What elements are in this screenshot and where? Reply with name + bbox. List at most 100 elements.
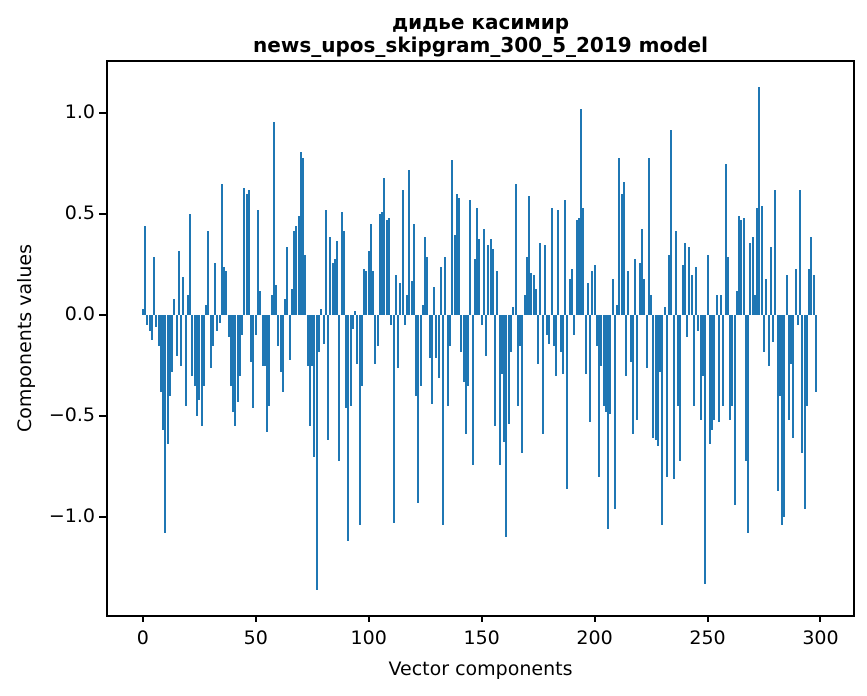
bar: [686, 315, 689, 338]
bar: [760, 206, 763, 316]
y-tick-mark: [99, 516, 106, 519]
y-tick-mark: [99, 112, 106, 115]
bar: [724, 163, 727, 316]
bar: [776, 315, 779, 491]
y-axis-label: Components values: [14, 243, 36, 433]
bar: [439, 266, 442, 316]
bar: [805, 315, 808, 407]
bar: [401, 190, 404, 316]
bar: [697, 315, 700, 332]
bar: [263, 315, 266, 366]
y-tick-label: 0.0: [64, 303, 95, 326]
bar: [692, 315, 695, 407]
bar: [270, 295, 273, 316]
bar: [575, 220, 578, 316]
bar: [699, 315, 702, 421]
bar: [636, 315, 639, 421]
bar: [641, 228, 643, 316]
y-tick-label: 0.5: [64, 202, 95, 225]
bar: [717, 315, 720, 423]
bar: [349, 315, 352, 407]
bar: [385, 220, 388, 316]
bar: [478, 238, 481, 316]
bar: [528, 196, 531, 316]
bar: [688, 246, 691, 316]
bar: [173, 299, 176, 316]
bar: [808, 268, 811, 316]
bar: [184, 315, 187, 407]
bar: [150, 315, 153, 340]
bar: [557, 210, 560, 316]
bar: [656, 315, 659, 447]
bar: [672, 315, 675, 479]
bar: [200, 315, 203, 427]
bar: [548, 315, 551, 344]
bar: [458, 198, 461, 316]
bar: [320, 309, 323, 316]
bar: [602, 315, 605, 407]
bar: [539, 242, 542, 316]
bar: [437, 315, 440, 378]
bar: [582, 208, 585, 316]
bar: [261, 315, 264, 366]
bar: [720, 295, 723, 316]
bar: [345, 315, 348, 409]
bar: [647, 157, 650, 316]
bar: [148, 315, 151, 332]
bar: [308, 315, 311, 427]
bar: [670, 129, 673, 316]
bar: [166, 315, 169, 445]
bar: [471, 315, 474, 465]
bar: [487, 244, 490, 316]
bar: [570, 268, 573, 316]
y-tick-label: 1.0: [64, 101, 95, 124]
bar: [453, 234, 456, 316]
bar: [482, 228, 485, 316]
bar: [419, 315, 422, 386]
bar: [683, 242, 686, 316]
bar: [652, 315, 655, 439]
bar: [369, 224, 372, 316]
bar: [785, 274, 788, 316]
bar: [473, 258, 476, 316]
bar: [238, 315, 241, 376]
bar: [216, 315, 219, 332]
bar: [365, 270, 368, 316]
bar: [523, 295, 526, 316]
bar: [476, 208, 479, 316]
bar: [500, 315, 503, 374]
bar: [552, 315, 555, 346]
chart-title-line1: дидье касимир: [391, 10, 570, 34]
bar: [681, 264, 684, 316]
bar: [668, 254, 671, 316]
bar: [577, 218, 580, 316]
bar: [480, 315, 483, 326]
bar: [250, 315, 253, 362]
bar: [236, 315, 239, 403]
bar: [324, 210, 327, 316]
bar: [810, 236, 813, 316]
bar: [266, 315, 269, 433]
bar: [593, 264, 596, 316]
bar: [740, 220, 743, 316]
bar: [762, 315, 765, 352]
bar: [650, 295, 653, 316]
bar: [469, 200, 472, 316]
bar: [485, 315, 488, 356]
bar: [254, 315, 257, 336]
x-tick-mark: [141, 615, 144, 622]
x-tick-mark: [819, 615, 822, 622]
bar: [311, 315, 314, 366]
x-tick-mark: [367, 615, 370, 622]
bar: [611, 278, 614, 316]
bar: [708, 315, 711, 445]
x-tick-label: 50: [243, 627, 268, 649]
bar: [584, 315, 587, 374]
bar: [706, 254, 709, 316]
bar: [525, 256, 528, 316]
bar: [302, 157, 305, 316]
bar: [381, 212, 384, 316]
bar: [214, 262, 217, 316]
bar: [144, 226, 147, 316]
bar: [532, 274, 535, 316]
